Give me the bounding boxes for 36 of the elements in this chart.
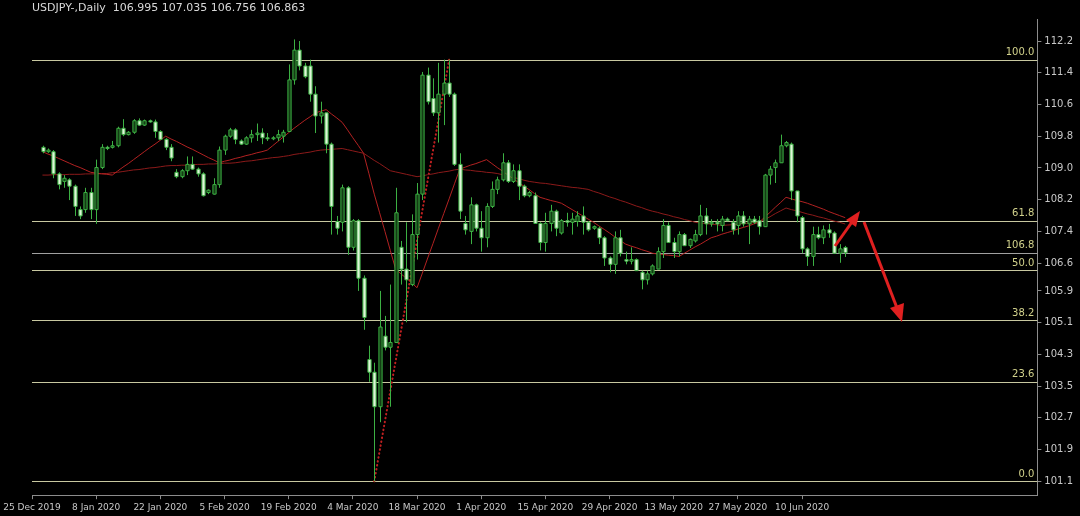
y-tick-label: 101.1 bbox=[1044, 474, 1074, 486]
y-tick-label: 105.9 bbox=[1044, 284, 1074, 296]
y-tick-label: 111.4 bbox=[1044, 66, 1074, 78]
y-tick-label: 109.8 bbox=[1044, 129, 1074, 141]
y-tick-label: 106.6 bbox=[1044, 256, 1074, 268]
annotation: 38.2 bbox=[1012, 306, 1035, 318]
y-tick-label: 107.4 bbox=[1044, 225, 1074, 237]
annotation: 23.6 bbox=[1012, 368, 1035, 380]
y-tick-label: 103.5 bbox=[1044, 379, 1074, 391]
y-tick-label: 104.3 bbox=[1044, 347, 1074, 359]
x-tick-label: 22 Jan 2020 bbox=[133, 501, 188, 512]
x-tick-label: 15 Apr 2020 bbox=[517, 501, 574, 512]
x-tick-label: 10 Jun 2020 bbox=[775, 501, 830, 512]
chart-title: USDJPY-,Daily 106.995 107.035 106.756 106.863 bbox=[32, 1, 306, 15]
y-tick-label: 112.2 bbox=[1044, 34, 1074, 46]
x-tick-label: 19 Feb 2020 bbox=[260, 501, 317, 512]
x-tick-label: 18 Mar 2020 bbox=[388, 501, 446, 512]
annotation: 0.0 bbox=[1018, 467, 1035, 479]
x-tick-label: 8 Jan 2020 bbox=[72, 501, 121, 512]
y-tick-label: 110.6 bbox=[1044, 98, 1074, 110]
x-tick-label: 5 Feb 2020 bbox=[199, 501, 250, 512]
y-tick-label: 101.9 bbox=[1044, 443, 1074, 455]
x-tick-label: 4 Mar 2020 bbox=[327, 501, 379, 512]
y-tick-label: 109.0 bbox=[1044, 161, 1074, 173]
x-tick-label: 29 Apr 2020 bbox=[581, 501, 638, 512]
x-tick-label: 1 Apr 2020 bbox=[456, 501, 507, 512]
annotation: 100.0 bbox=[1005, 46, 1035, 58]
y-tick-label: 105.1 bbox=[1044, 316, 1074, 328]
annotation: 61.8 bbox=[1012, 207, 1035, 219]
y-tick-label: 102.7 bbox=[1044, 411, 1074, 423]
annotation: 106.8 bbox=[1005, 239, 1035, 251]
x-tick-label: 25 Dec 2019 bbox=[3, 501, 62, 512]
annotation: 50.0 bbox=[1012, 257, 1035, 269]
x-tick-label: 27 May 2020 bbox=[708, 501, 768, 512]
y-tick-label: 108.2 bbox=[1044, 193, 1074, 205]
x-tick-label: 13 May 2020 bbox=[644, 501, 704, 512]
